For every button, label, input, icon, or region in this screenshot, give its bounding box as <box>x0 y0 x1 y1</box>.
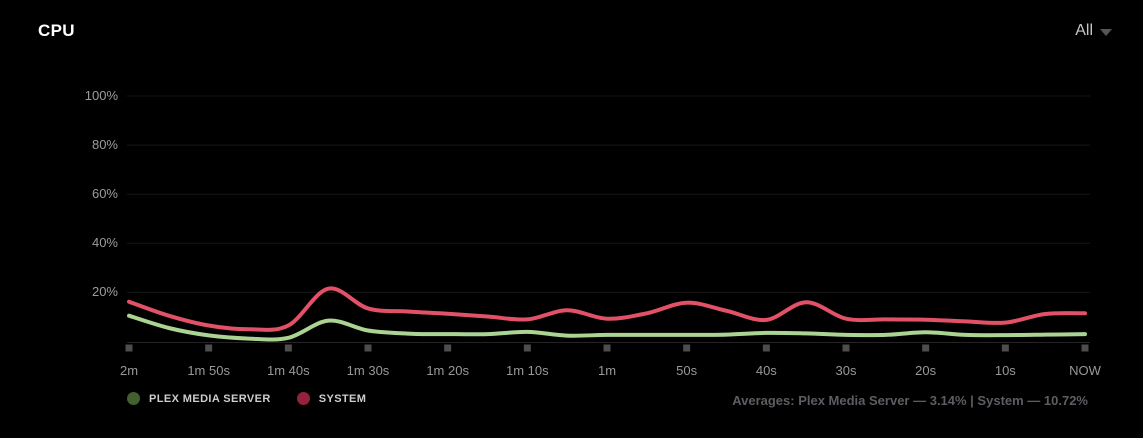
time-range-dropdown[interactable]: All <box>1075 22 1112 40</box>
axis-tick-square <box>205 344 213 352</box>
axis-tick-square <box>284 344 292 352</box>
y-axis-label: 100% <box>84 88 118 103</box>
chevron-down-icon <box>1100 28 1112 36</box>
y-axis-label: 80% <box>91 137 118 153</box>
series-line-plex-media-server <box>127 313 1087 342</box>
x-axis-label: 1m 50s <box>187 363 230 378</box>
x-axis-label: 1m 40s <box>267 363 310 378</box>
x-axis-label: NOW <box>1069 363 1101 378</box>
x-axis-label: 40s <box>755 363 777 378</box>
x-axis-label: 1m 30s <box>346 363 390 378</box>
time-range-value: All <box>1075 22 1093 39</box>
axis-tick-square <box>922 344 930 352</box>
series-line-system <box>127 286 1087 332</box>
legend-label: SYSTEM <box>318 392 367 405</box>
x-axis-label: 30s <box>835 363 857 378</box>
legend-item-system[interactable]: SYSTEM <box>296 392 367 405</box>
axis-tick-square <box>762 344 770 352</box>
axis-tick-square <box>683 344 691 352</box>
averages-text: Averages: Plex Media Server — 3.14% | Sy… <box>732 393 1088 408</box>
x-axis-label: 1m 10s <box>506 363 549 378</box>
legend-item-plex-media-server[interactable]: PLEX MEDIA SERVER <box>127 392 271 405</box>
x-axis-label: 2m <box>119 363 139 378</box>
x-axis-label: 1m <box>597 363 617 378</box>
axis-tick-square <box>603 344 611 352</box>
legend-dot-icon <box>127 392 140 405</box>
axis-tick-square <box>1081 344 1089 352</box>
axis-tick-square <box>842 344 850 352</box>
axis-tick-square <box>125 344 133 352</box>
y-axis-label: 20% <box>91 284 118 300</box>
legend-label: PLEX MEDIA SERVER <box>149 392 271 405</box>
legend-dot-icon <box>296 392 310 405</box>
axis-tick-square <box>1001 344 1009 352</box>
axis-tick-square <box>364 344 372 352</box>
x-axis-label: 20s <box>915 363 937 378</box>
page-title: CPU <box>38 21 75 40</box>
x-axis-label: 1m 20s <box>426 363 469 378</box>
x-axis-label: 10s <box>994 363 1016 378</box>
y-axis-label: 60% <box>91 186 118 202</box>
y-axis-label: 40% <box>91 235 118 251</box>
x-axis-label: 50s <box>676 363 698 378</box>
axis-tick-square <box>523 344 531 352</box>
chart-legend: PLEX MEDIA SERVER SYSTEM <box>127 392 366 405</box>
axis-tick-square <box>444 344 452 352</box>
